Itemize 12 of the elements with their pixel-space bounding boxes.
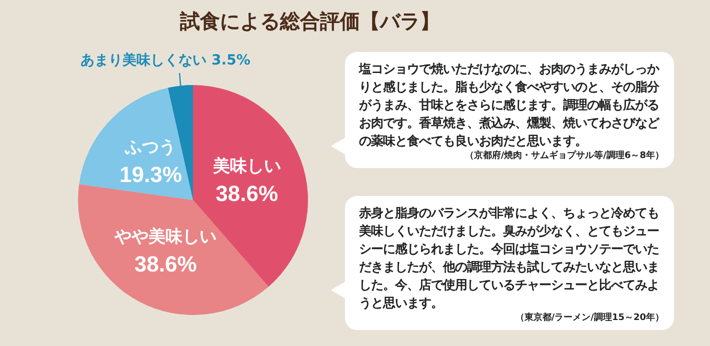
text: （東京都/ラーメン/調理15～20年）: [514, 312, 664, 324]
chart-title: 試食による総合評価【バラ】: [178, 8, 441, 35]
data-label: 19.3%: [120, 162, 182, 188]
text: 赤身と脂身のバランスが非常によく、ちょっと冷めても美味しくいただけました。臭みが少なく、とてもジューシーに感じられました。今回は塩コショウソテーでいただきましたが、他の調理方法も試してみたいなと思いました。今、店で使用しているチャーシューと比べてみようと思います。: [359, 204, 660, 312]
slice-label: 美味しい: [212, 156, 281, 176]
text: 塩コショウで焼いただけなのに、お肉のうまみがしっかりと感じました。脂も少なく食べやすいのと、その脂分がうまみ、甘味とをさらに感じます。調理の幅も広がるお肉です。香草焼き、煮込み、燻製、焼いてわさびなどの薬味と食べても良いお肉だと思います。: [359, 60, 660, 150]
slice-label: あまり美味しくない 3.5%: [80, 52, 250, 69]
slice-label: ふつう: [124, 137, 176, 158]
data-label: 38.6%: [134, 252, 197, 277]
slice-label: やや美味しい: [114, 226, 217, 247]
text: （京都府/焼肉・サムギョプサル等/調理6～8年）: [464, 150, 664, 162]
data-label: 38.6%: [216, 180, 278, 206]
